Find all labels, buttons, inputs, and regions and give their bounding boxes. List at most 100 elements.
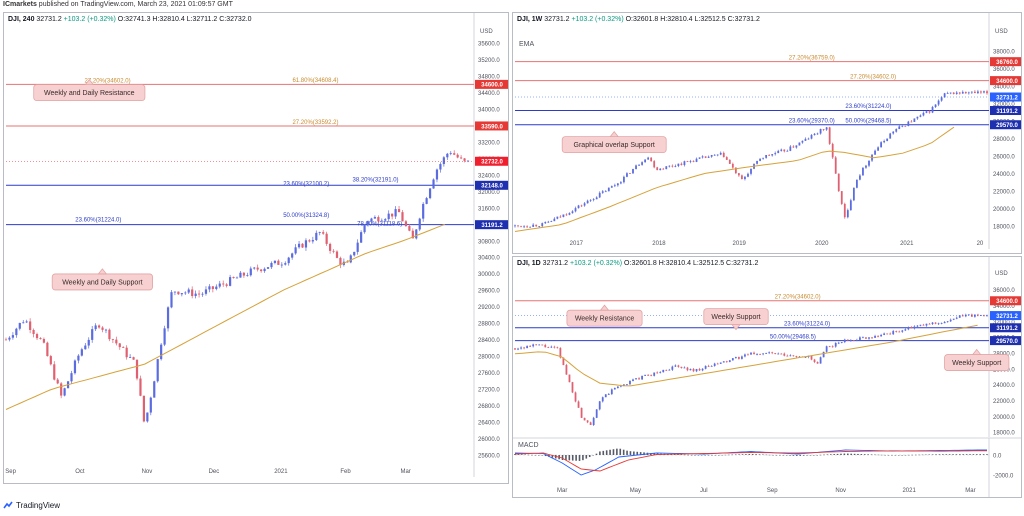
left-candle-body [125, 347, 128, 358]
daily-xtick-label: Mar [965, 488, 975, 494]
left-candle-body [315, 232, 318, 241]
left-candle-body [332, 250, 335, 252]
weekly-candle-body [719, 152, 722, 155]
weekly-candle-body [574, 208, 577, 212]
daily-candle-body [641, 375, 643, 380]
macd-histogram-bar [731, 454, 734, 456]
left-candle-body [184, 292, 187, 294]
daily-candle-body [713, 363, 716, 366]
chart-daily-svg[interactable]: 18000.020000.022000.024000.026000.028000… [513, 257, 1021, 497]
daily-candle-body [722, 361, 725, 363]
macd-histogram-bar [639, 452, 642, 455]
chart-weekly-last: 32731.2 [542, 16, 572, 23]
chart-panel-4h[interactable]: 25600.0 26000.0 26400.0 26800.0 27200.0 27600… [3, 12, 509, 484]
chart-4h-svg[interactable]: 25600.0 26000.0 26400.0 26800.0 27200.0 27600… [4, 13, 508, 483]
macd-histogram-bar [813, 455, 815, 456]
daily-candle-body [777, 353, 780, 355]
daily-candle-body [559, 347, 562, 358]
macd-histogram-bar [748, 454, 751, 455]
daily-candle-body [986, 315, 988, 317]
daily-candle-body [635, 378, 637, 380]
daily-candle-body [632, 379, 634, 381]
weekly-candle-body [795, 145, 798, 148]
daily-candle-body [783, 353, 786, 356]
left-candle-body [156, 359, 159, 382]
weekly-candle-body [756, 160, 758, 164]
macd-histogram-bar [819, 454, 822, 456]
macd-histogram-bar [921, 454, 924, 456]
weekly-candle-body [686, 161, 689, 163]
weekly-candle-body [532, 224, 535, 227]
daily-candle-body [759, 354, 761, 355]
macd-histogram-bar [877, 454, 880, 456]
weekly-candle-body [619, 182, 622, 184]
macd-histogram-bar [626, 450, 628, 455]
left-candle-body [35, 334, 39, 339]
macd-histogram-bar [762, 454, 764, 456]
weekly-candle-body [807, 138, 810, 140]
weekly-candle-body [937, 100, 940, 105]
left-ytick-label: 30400.0 [478, 256, 500, 262]
left-candle-body [166, 307, 170, 329]
tradingview-logo-text: TradingView [16, 500, 61, 510]
weekly-candle-body [792, 146, 795, 148]
macd-histogram-bar [802, 455, 805, 456]
weekly-level-badge-text: 34600.0 [996, 79, 1018, 85]
left-candle-body [201, 293, 204, 295]
macd-histogram-bar [585, 455, 588, 459]
daily-ytick-label: 34000.0 [993, 304, 1015, 310]
left-note-text: Weekly and Daily Resistance [44, 90, 135, 97]
daily-fib-label: 27.20%(34602.0) [775, 295, 821, 301]
left-candle-body [118, 343, 121, 348]
daily-candle-body [710, 365, 713, 367]
weekly-candle-body [629, 173, 631, 174]
chart-weekly-svg[interactable]: EMA 18000.0 20000.0 22000.0 24000.0 26000.0 28… [513, 13, 1021, 253]
left-ytick-label: 26800.0 [478, 404, 500, 410]
left-candle-body [60, 383, 63, 396]
weekly-candle-body [940, 97, 943, 101]
weekly-candle-body [544, 222, 547, 224]
daily-candle-body [901, 330, 904, 332]
macd-histogram-bar [592, 455, 594, 456]
weekly-ema-legend: EMA [519, 41, 535, 48]
daily-candle-body [731, 358, 734, 361]
left-ytick-label: 27600.0 [478, 371, 500, 377]
weekly-candle-body [592, 199, 595, 201]
weekly-candle-body [583, 203, 586, 206]
weekly-candle-body [728, 159, 731, 164]
macd-histogram-bar [826, 454, 829, 455]
daily-candle-body [550, 346, 553, 348]
weekly-candle-body [828, 127, 831, 144]
left-ytick-label: 25600.0 [478, 453, 500, 459]
macd-histogram-bar [683, 454, 686, 456]
chart-weekly-open: O:32601.8 [623, 16, 659, 23]
daily-candle-body [662, 369, 665, 373]
weekly-candle-body [983, 91, 985, 93]
daily-candle-body [598, 401, 601, 410]
weekly-candle-body [768, 154, 771, 156]
left-ytick-label: 35200.0 [478, 58, 500, 64]
left-candle-body [53, 364, 56, 380]
chart-daily-change-abs: +103.2 [569, 260, 594, 267]
weekly-candle-body [986, 91, 988, 94]
macd-signal-line [514, 450, 987, 472]
macd-histogram-bar [677, 454, 679, 455]
macd-histogram-bar [619, 448, 622, 455]
daily-candle-body [532, 344, 535, 347]
chart-4h-title: DJI, 240 32731.2 +103.2 (+0.32%) O:32741… [8, 16, 252, 23]
left-candle-body [422, 203, 425, 219]
weekly-candle-body [692, 161, 695, 162]
macd-histogram-bar [605, 450, 608, 455]
daily-candle-body [940, 323, 943, 324]
weekly-candle-body [695, 158, 698, 162]
weekly-candle-body [747, 173, 749, 177]
daily-candle-body [692, 368, 695, 372]
left-candle-body [280, 264, 283, 266]
chart-daily-low: L:32512.5 [691, 260, 725, 267]
chart-panel-daily[interactable]: 18000.020000.022000.024000.026000.028000… [512, 256, 1022, 498]
daily-candle-body [653, 372, 656, 376]
daily-candle-body [855, 339, 858, 341]
tradingview-logo[interactable]: TradingView [3, 500, 60, 510]
chart-panel-weekly[interactable]: EMA 18000.0 20000.0 22000.0 24000.0 26000.0 28… [512, 12, 1022, 254]
daily-level-badge-text: 29570.0 [996, 339, 1018, 345]
